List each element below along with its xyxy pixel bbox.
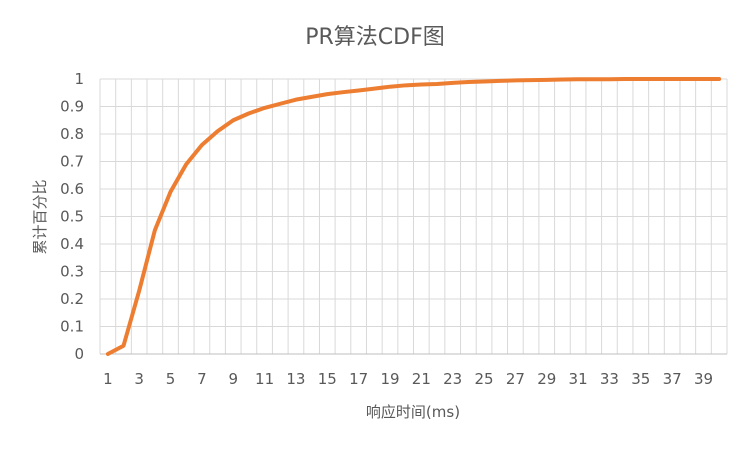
y-tick-label: 0.8 <box>60 125 84 143</box>
x-tick-label: 13 <box>286 370 305 388</box>
x-tick-label: 33 <box>600 370 619 388</box>
y-tick-label: 0.3 <box>60 263 84 281</box>
x-axis-ticks: 1 3 5 7 9 11 13 15 17 19 21 23 25 27 29 31 33 35 37 39 <box>103 370 713 388</box>
y-tick-label: 0.6 <box>60 180 84 198</box>
x-tick-label: 11 <box>255 370 274 388</box>
x-tick-label: 31 <box>569 370 588 388</box>
x-tick-label: 29 <box>537 370 556 388</box>
series-layer <box>105 77 722 356</box>
grid-lines <box>99 78 728 354</box>
x-tick-label: 39 <box>694 370 713 388</box>
x-tick-label: 9 <box>228 370 238 388</box>
y-tick-label: 0.1 <box>60 318 84 336</box>
y-tick-label: 1 <box>74 70 84 88</box>
series-line <box>105 77 722 356</box>
y-tick-label: 0.9 <box>60 98 84 116</box>
x-axis-title: 响应时间(ms) <box>366 403 460 421</box>
x-tick-label: 3 <box>134 370 144 388</box>
x-tick-label: 25 <box>474 370 493 388</box>
y-tick-label: 0.2 <box>60 290 84 308</box>
x-tick-label: 23 <box>443 370 462 388</box>
x-tick-label: 17 <box>349 370 368 388</box>
y-tick-label: 0.4 <box>60 235 84 253</box>
y-tick-label: 0.7 <box>60 153 84 171</box>
x-tick-label: 37 <box>663 370 682 388</box>
y-tick-label: 0 <box>74 345 84 363</box>
x-tick-label: 7 <box>197 370 207 388</box>
x-tick-label: 21 <box>412 370 431 388</box>
y-axis-ticks: 0 0.1 0.2 0.3 0.4 0.5 0.6 0.7 0.8 0.9 1 <box>60 70 84 363</box>
chart-title: PR算法CDF图 <box>305 25 445 50</box>
x-tick-label: 35 <box>631 370 650 388</box>
x-tick-label: 27 <box>506 370 525 388</box>
y-tick-label: 0.5 <box>60 208 84 226</box>
y-axis-title: 累计百分比 <box>31 179 49 254</box>
x-tick-label: 15 <box>318 370 337 388</box>
x-tick-label: 19 <box>380 370 399 388</box>
x-tick-label: 1 <box>103 370 113 388</box>
x-tick-label: 5 <box>166 370 176 388</box>
